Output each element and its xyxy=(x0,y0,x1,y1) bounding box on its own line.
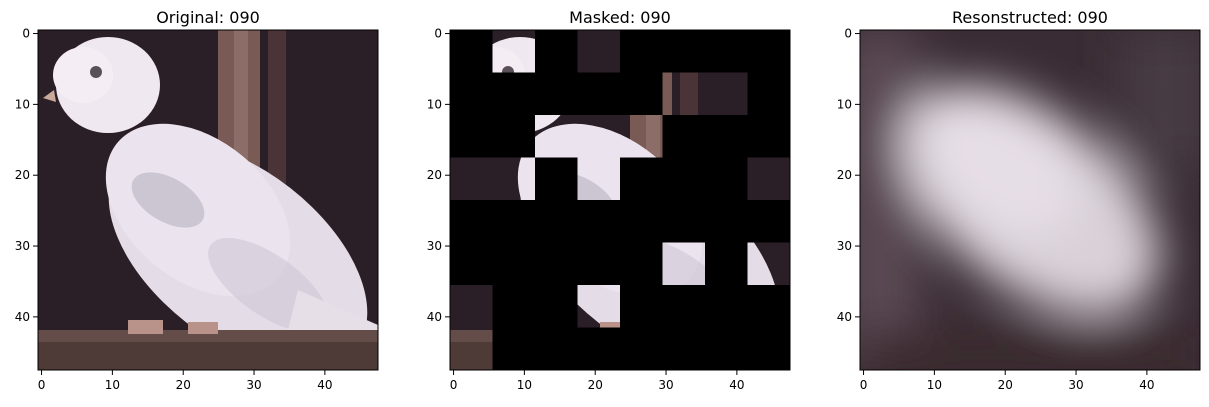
x-tick-label: 10 xyxy=(927,378,942,392)
ticks-reconstructed: 0 10 20 30 40 0 10 20 30 40 xyxy=(837,27,1155,392)
y-tick-label: 40 xyxy=(15,310,30,324)
y-tick-label: 40 xyxy=(427,310,442,324)
y-tick-label: 20 xyxy=(15,168,30,182)
y-tick-label: 30 xyxy=(15,239,30,253)
y-tick-label: 10 xyxy=(15,97,30,111)
y-tick-label: 30 xyxy=(837,239,852,253)
x-tick-label: 30 xyxy=(658,378,673,392)
panel-title-masked: Masked: 090 xyxy=(569,8,671,27)
axes-frame-original xyxy=(37,29,379,371)
y-tick-label: 20 xyxy=(837,168,852,182)
x-tick-label: 0 xyxy=(38,378,46,392)
panel-title-reconstructed: Resonstructed: 090 xyxy=(952,8,1108,27)
image-original xyxy=(38,30,378,370)
x-tick-label: 30 xyxy=(246,378,261,392)
image-masked xyxy=(450,30,790,370)
y-tick-label: 10 xyxy=(837,97,852,111)
x-tick-label: 20 xyxy=(998,378,1013,392)
y-tick-label: 0 xyxy=(844,27,852,41)
y-tick-label: 20 xyxy=(427,168,442,182)
ticks-masked: 0 10 20 30 40 0 10 20 30 40 xyxy=(427,27,745,392)
image-reconstructed xyxy=(840,30,1209,380)
panel-title-original: Original: 090 xyxy=(156,8,260,27)
x-tick-label: 0 xyxy=(860,378,868,392)
y-tick-label: 0 xyxy=(434,27,442,41)
x-tick-label: 40 xyxy=(729,378,744,392)
y-tick-label: 40 xyxy=(837,310,852,324)
axes-frame-masked xyxy=(449,29,791,371)
ticks-original: 0 10 20 30 40 0 10 20 30 40 xyxy=(15,27,333,392)
x-tick-label: 40 xyxy=(1139,378,1154,392)
panel-original: Original: 090 0 10 20 30 40 0 10 20 30 40 xyxy=(15,8,379,392)
x-tick-label: 30 xyxy=(1068,378,1083,392)
y-tick-label: 30 xyxy=(427,239,442,253)
x-tick-label: 20 xyxy=(588,378,603,392)
panel-reconstructed: Resonstructed: 090 0 10 20 30 40 0 10 20 30 40 xyxy=(837,8,1209,392)
x-tick-label: 10 xyxy=(105,378,120,392)
y-tick-label: 10 xyxy=(427,97,442,111)
y-tick-label: 0 xyxy=(22,27,30,41)
x-tick-label: 20 xyxy=(176,378,191,392)
panel-masked: Masked: 090 0 10 20 30 40 0 10 20 30 40 xyxy=(427,8,791,392)
x-tick-label: 10 xyxy=(517,378,532,392)
x-tick-label: 0 xyxy=(450,378,458,392)
axes-frame-reconstructed xyxy=(859,29,1201,371)
x-tick-label: 40 xyxy=(317,378,332,392)
